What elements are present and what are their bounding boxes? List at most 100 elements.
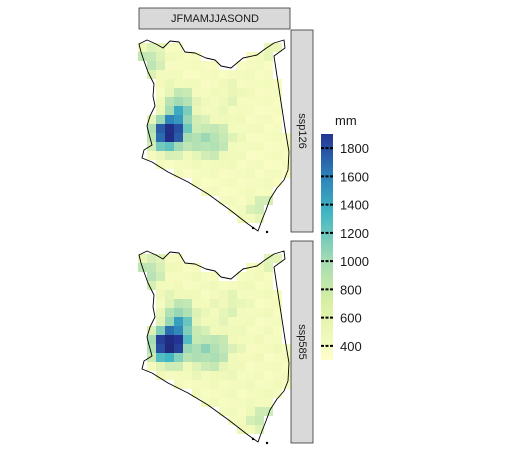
grid-cell: [237, 151, 246, 160]
grid-cell: [165, 43, 174, 52]
grid-cell: [264, 398, 273, 407]
grid-cell: [273, 178, 282, 187]
grid-cell: [201, 398, 210, 407]
grid-cell: [147, 281, 156, 290]
grid-cell: [165, 61, 174, 70]
grid-cell: [282, 142, 291, 151]
grid-cell: [147, 115, 156, 124]
grid-cell: [228, 398, 237, 407]
grid-cell: [228, 299, 237, 308]
grid-cell: [201, 272, 210, 281]
grid-cell: [228, 380, 237, 389]
grid-cell: [147, 272, 156, 281]
grid-cell: [183, 160, 192, 169]
grid-cell: [165, 133, 174, 142]
grid-cell: [183, 380, 192, 389]
grid-cell: [273, 380, 282, 389]
grid-cell: [246, 362, 255, 371]
legend-tick-label: 1600: [340, 169, 369, 184]
grid-cell: [165, 335, 174, 344]
grid-cell: [147, 151, 156, 160]
grid-cell: [165, 70, 174, 79]
grid-cell: [237, 160, 246, 169]
grid-cell: [264, 380, 273, 389]
legend-tick-label: 1800: [340, 141, 369, 156]
grid-cell: [192, 133, 201, 142]
grid-cell: [228, 79, 237, 88]
grid-cell: [273, 308, 282, 317]
grid-cell: [228, 353, 237, 362]
grid-cell: [174, 326, 183, 335]
grid-cell: [246, 133, 255, 142]
grid-cell: [273, 299, 282, 308]
grid-cell: [246, 398, 255, 407]
grid-cell: [237, 79, 246, 88]
grid-cell: [192, 142, 201, 151]
grid-cell: [147, 43, 156, 52]
grid-cell: [246, 88, 255, 97]
grid-cell: [165, 317, 174, 326]
grid-cell: [165, 79, 174, 88]
grid-cell: [282, 353, 291, 362]
grid-cell: [228, 124, 237, 133]
grid-cell: [264, 151, 273, 160]
grid-cell: [201, 178, 210, 187]
grid-cell: [219, 160, 228, 169]
grid-cell: [219, 115, 228, 124]
grid-cell: [156, 88, 165, 97]
grid-cell: [174, 52, 183, 61]
grid-cell: [192, 178, 201, 187]
colorbar-legend: mm 1800 1600 1400 1200 1000 800 600 400: [321, 113, 369, 360]
grid-cell: [219, 133, 228, 142]
grid-cell: [246, 290, 255, 299]
grid-cell: [228, 326, 237, 335]
grid-cell: [192, 263, 201, 272]
grid-cell: [165, 106, 174, 115]
grid-cell: [183, 97, 192, 106]
grid-cell: [210, 106, 219, 115]
grid-cell: [219, 106, 228, 115]
grid-cell: [237, 317, 246, 326]
grid-cell: [264, 52, 273, 61]
grid-cell: [192, 380, 201, 389]
grid-cell: [201, 79, 210, 88]
grid-cell: [192, 335, 201, 344]
grid-cell: [174, 43, 183, 52]
grid-cell: [273, 362, 282, 371]
grid-cell: [201, 61, 210, 70]
grid-cell: [174, 106, 183, 115]
grid-cell: [156, 70, 165, 79]
grid-cell: [246, 344, 255, 353]
grid-cell: [183, 88, 192, 97]
grid-cell: [255, 281, 264, 290]
grid-cell: [192, 281, 201, 290]
grid-cell: [228, 371, 237, 380]
grid-cell: [255, 335, 264, 344]
grid-cell: [246, 317, 255, 326]
grid-cell: [264, 362, 273, 371]
grid-cell: [210, 371, 219, 380]
grid-cell: [246, 380, 255, 389]
legend-tick-label: 600: [340, 311, 362, 326]
grid-cell: [219, 407, 228, 416]
grid-cell: [165, 254, 174, 263]
grid-cell: [201, 281, 210, 290]
grid-cell: [156, 299, 165, 308]
grid-cell: [246, 281, 255, 290]
map-panel-ssp126: ssp126: [138, 29, 314, 234]
grid-cell: [264, 299, 273, 308]
grid-cell: [156, 142, 165, 151]
grid-cell: [210, 151, 219, 160]
grid-cell: [255, 160, 264, 169]
grid-cell: [228, 407, 237, 416]
grid-cell: [210, 317, 219, 326]
grid-cell: [264, 142, 273, 151]
grid-cell: [255, 196, 264, 205]
grid-cell: [201, 389, 210, 398]
grid-cell: [228, 281, 237, 290]
grid-cell: [201, 326, 210, 335]
grid-cell: [165, 362, 174, 371]
island-marker: [265, 441, 269, 445]
grid-cell: [255, 124, 264, 133]
grid-cell: [219, 151, 228, 160]
